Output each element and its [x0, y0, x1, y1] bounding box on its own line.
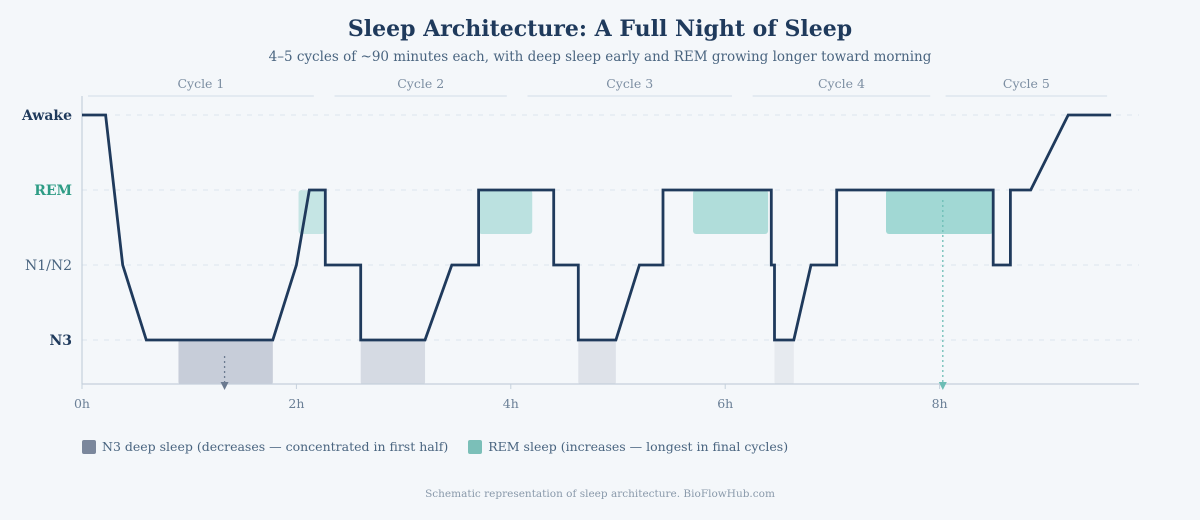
legend-label-n3: N3 deep sleep (decreases — concentrated …: [102, 439, 449, 454]
cycle-label: Cycle 3: [606, 76, 653, 91]
n3-band: [578, 340, 616, 384]
cycle-label: Cycle 5: [1003, 76, 1050, 91]
stage-label: Awake: [21, 108, 72, 124]
chart-title: Sleep Architecture: A Full Night of Slee…: [347, 16, 853, 42]
cycle-label: Cycle 1: [177, 76, 224, 91]
chart-legend: N3 deep sleep (decreases — concentrated …: [82, 439, 788, 454]
legend-swatch-n3: [82, 439, 96, 454]
chart-subtitle: 4–5 cycles of ~90 minutes each, with dee…: [268, 49, 932, 65]
n3-band: [178, 340, 273, 384]
x-tick-label: 8h: [932, 396, 948, 411]
rem-band: [478, 190, 533, 234]
rem-band: [298, 190, 326, 234]
stage-label: N3: [49, 333, 72, 349]
x-tick-label: 6h: [717, 396, 733, 411]
n3-band: [360, 340, 426, 384]
legend-swatch-rem: [468, 439, 483, 454]
x-tick-label: 4h: [503, 396, 519, 411]
n3-band: [774, 340, 794, 384]
n3-marker-arrow: [220, 382, 229, 390]
chart-footnote: Schematic representation of sleep archit…: [425, 488, 775, 500]
rem-band: [886, 190, 994, 234]
stage-label: N1/N2: [25, 258, 72, 274]
cycle-label: Cycle 2: [397, 76, 444, 91]
x-tick-label: 0h: [74, 396, 90, 411]
legend-item-rem: REM sleep (increases — longest in final …: [468, 439, 788, 454]
x-tick-label: 2h: [288, 396, 304, 411]
cycle-label: Cycle 4: [818, 76, 865, 91]
rem-band: [693, 190, 769, 234]
hypnogram-line: [82, 113, 1112, 342]
stage-label: REM: [34, 183, 72, 199]
legend-item-n3: N3 deep sleep (decreases — concentrated …: [82, 439, 448, 454]
rem-marker-arrow: [938, 382, 947, 390]
legend-label-rem: REM sleep (increases — longest in final …: [488, 439, 789, 454]
